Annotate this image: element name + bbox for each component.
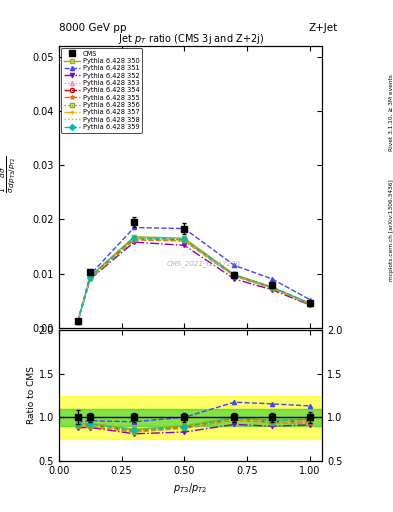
Pythia 6.428 356 <box>88 275 93 281</box>
Pythia 6.428 358 <box>307 301 312 307</box>
Line: Pythia 6.428 354: Pythia 6.428 354 <box>76 237 312 324</box>
Pythia 6.428 356 <box>75 318 80 325</box>
Pythia 6.428 351 <box>270 276 274 282</box>
Line: Pythia 6.428 356: Pythia 6.428 356 <box>76 238 312 324</box>
Pythia 6.428 357 <box>307 301 312 307</box>
Pythia 6.428 353 <box>232 272 237 279</box>
Pythia 6.428 352 <box>75 318 80 325</box>
Pythia 6.428 358 <box>132 236 136 242</box>
Pythia 6.428 359 <box>232 272 237 278</box>
Pythia 6.428 357 <box>88 274 93 281</box>
Pythia 6.428 356 <box>132 237 136 243</box>
Pythia 6.428 354 <box>132 236 136 242</box>
Pythia 6.428 351 <box>132 224 136 230</box>
Pythia 6.428 359 <box>270 284 274 290</box>
Pythia 6.428 354 <box>307 301 312 307</box>
Pythia 6.428 353 <box>75 318 80 325</box>
Pythia 6.428 355 <box>132 237 136 243</box>
Pythia 6.428 358 <box>232 272 237 279</box>
Pythia 6.428 358 <box>88 275 93 281</box>
Bar <box>59 409 322 426</box>
Pythia 6.428 352 <box>232 276 237 282</box>
Pythia 6.428 355 <box>88 275 93 282</box>
Bar <box>59 395 322 439</box>
Pythia 6.428 351 <box>88 271 93 278</box>
Text: mcplots.cern.ch [arXiv:1306.3436]: mcplots.cern.ch [arXiv:1306.3436] <box>389 180 393 281</box>
Pythia 6.428 359 <box>88 274 93 280</box>
Pythia 6.428 353 <box>270 285 274 291</box>
Pythia 6.428 354 <box>182 237 187 243</box>
Legend: CMS, Pythia 6.428 350, Pythia 6.428 351, Pythia 6.428 352, Pythia 6.428 353, Pyt: CMS, Pythia 6.428 350, Pythia 6.428 351,… <box>61 48 142 133</box>
Line: Pythia 6.428 355: Pythia 6.428 355 <box>76 238 312 324</box>
Pythia 6.428 358 <box>75 318 80 325</box>
Pythia 6.428 354 <box>232 272 237 279</box>
Line: Pythia 6.428 350: Pythia 6.428 350 <box>76 234 312 324</box>
Line: Pythia 6.428 357: Pythia 6.428 357 <box>76 236 312 324</box>
Line: Pythia 6.428 351: Pythia 6.428 351 <box>76 225 312 324</box>
Pythia 6.428 359 <box>75 318 80 325</box>
Pythia 6.428 354 <box>88 274 93 281</box>
Pythia 6.428 350 <box>270 284 274 290</box>
Pythia 6.428 354 <box>270 285 274 291</box>
Line: Pythia 6.428 359: Pythia 6.428 359 <box>76 236 312 324</box>
Pythia 6.428 359 <box>132 234 136 241</box>
Pythia 6.428 352 <box>270 287 274 293</box>
Pythia 6.428 351 <box>75 318 80 325</box>
Pythia 6.428 355 <box>232 273 237 280</box>
Pythia 6.428 351 <box>307 296 312 303</box>
Pythia 6.428 355 <box>270 285 274 291</box>
Pythia 6.428 357 <box>75 318 80 325</box>
Y-axis label: Ratio to CMS: Ratio to CMS <box>27 367 36 424</box>
Pythia 6.428 350 <box>307 300 312 306</box>
Pythia 6.428 352 <box>307 302 312 308</box>
Pythia 6.428 356 <box>182 238 187 244</box>
Line: Pythia 6.428 353: Pythia 6.428 353 <box>76 236 312 324</box>
Pythia 6.428 356 <box>232 272 237 279</box>
Pythia 6.428 355 <box>75 318 80 325</box>
Line: Pythia 6.428 358: Pythia 6.428 358 <box>78 239 310 322</box>
Text: Rivet 3.1.10, ≥ 3M events: Rivet 3.1.10, ≥ 3M events <box>389 74 393 151</box>
Text: Z+Jet: Z+Jet <box>309 23 338 33</box>
Pythia 6.428 359 <box>307 300 312 306</box>
Pythia 6.428 353 <box>88 275 93 281</box>
Pythia 6.428 357 <box>232 272 237 279</box>
Pythia 6.428 350 <box>132 233 136 240</box>
Pythia 6.428 352 <box>182 242 187 248</box>
Pythia 6.428 353 <box>307 301 312 307</box>
Pythia 6.428 358 <box>182 238 187 244</box>
X-axis label: $p_{T3}/p_{T2}$: $p_{T3}/p_{T2}$ <box>173 481 208 495</box>
Text: $\frac{1}{\sigma}\frac{d\sigma}{dp_{T3}/p_{T2}}$: $\frac{1}{\sigma}\frac{d\sigma}{dp_{T3}/… <box>0 156 18 193</box>
Pythia 6.428 350 <box>232 271 237 278</box>
Text: 8000 GeV pp: 8000 GeV pp <box>59 23 127 33</box>
Pythia 6.428 359 <box>182 237 187 243</box>
Line: Pythia 6.428 352: Pythia 6.428 352 <box>76 240 312 324</box>
Pythia 6.428 352 <box>88 276 93 282</box>
Pythia 6.428 351 <box>182 225 187 231</box>
Pythia 6.428 356 <box>307 301 312 307</box>
Pythia 6.428 357 <box>270 285 274 291</box>
Pythia 6.428 355 <box>307 302 312 308</box>
Pythia 6.428 357 <box>132 235 136 241</box>
Pythia 6.428 351 <box>232 262 237 268</box>
Pythia 6.428 350 <box>75 318 80 325</box>
Pythia 6.428 354 <box>75 318 80 325</box>
Title: Jet $p_T$ ratio (CMS 3j and Z+2j): Jet $p_T$ ratio (CMS 3j and Z+2j) <box>118 32 264 46</box>
Pythia 6.428 357 <box>182 237 187 243</box>
Text: CMS_2021_I1847230: CMS_2021_I1847230 <box>167 261 241 267</box>
Pythia 6.428 352 <box>132 239 136 245</box>
Pythia 6.428 358 <box>270 285 274 291</box>
Pythia 6.428 350 <box>182 235 187 241</box>
Pythia 6.428 356 <box>270 285 274 291</box>
Pythia 6.428 353 <box>132 235 136 241</box>
Pythia 6.428 350 <box>88 273 93 280</box>
Pythia 6.428 353 <box>182 237 187 243</box>
Pythia 6.428 355 <box>182 238 187 244</box>
